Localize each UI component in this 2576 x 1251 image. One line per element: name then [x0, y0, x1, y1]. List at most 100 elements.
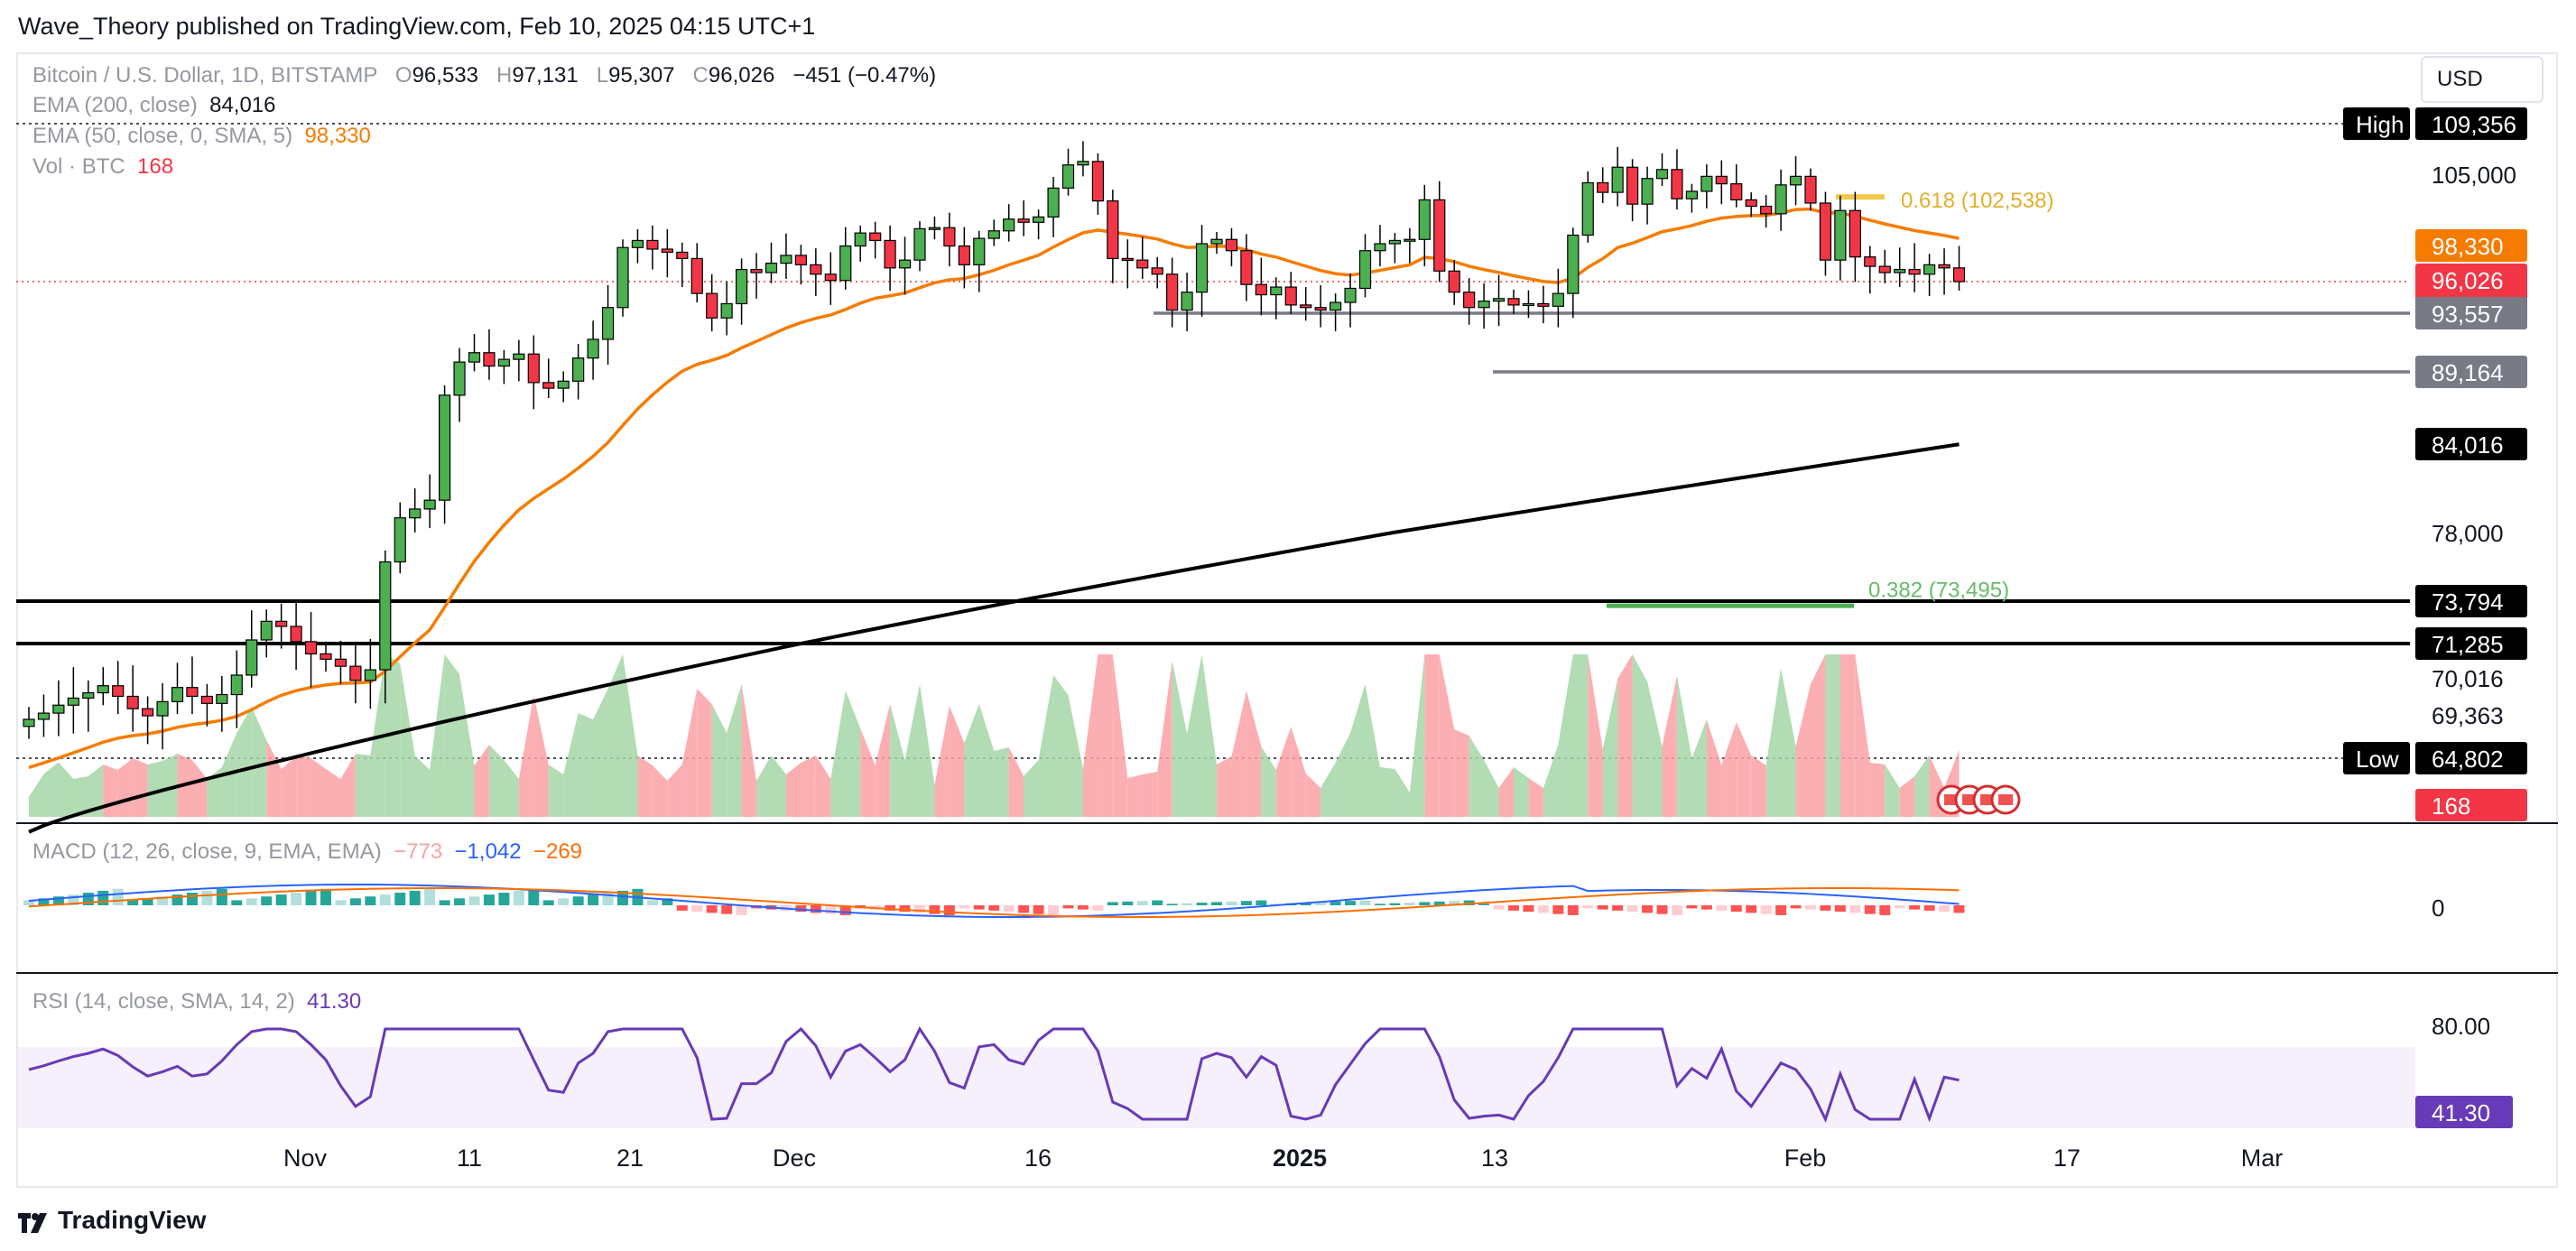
volume-area-93 — [1395, 769, 1410, 817]
volume-area-63 — [949, 706, 965, 817]
macd-hist-bar-126 — [1894, 905, 1905, 909]
macd-hist-bar-83 — [1256, 900, 1267, 905]
volume-area-94 — [1409, 654, 1425, 817]
legend-volume-row[interactable]: Vol · BTC 168 — [32, 154, 173, 180]
volume-area-66 — [994, 747, 1009, 817]
rsi-value: 41.30 — [307, 989, 362, 1014]
volume-area-65 — [978, 704, 995, 817]
volume-area-95 — [1424, 654, 1440, 817]
volume-area-46 — [697, 689, 712, 817]
volume-area-48 — [727, 684, 742, 817]
price-axis-tick-0: 105,000 — [2432, 162, 2516, 189]
candle-body-13 — [216, 693, 228, 704]
volume-area-54 — [815, 755, 831, 817]
price-label-value-3: 93,557 — [2432, 301, 2504, 328]
macd-hist-bar-36 — [558, 898, 570, 905]
candle-body-117 — [1760, 205, 1773, 215]
candle-body-45 — [690, 257, 703, 294]
macd-hist-bar-48 — [736, 905, 747, 915]
volume-area-83 — [1246, 690, 1262, 817]
candle-body-128 — [1923, 264, 1936, 275]
volume-area-39 — [593, 689, 608, 817]
macd-hist-bar-92 — [1389, 903, 1401, 905]
candle-body-14 — [230, 674, 243, 696]
candle-body-11 — [186, 687, 199, 698]
volume-area-100 — [1498, 767, 1514, 817]
candle-body-34 — [527, 353, 540, 384]
volume-area-58 — [875, 704, 891, 817]
volume-area-74 — [1112, 654, 1128, 817]
candle-body-51 — [780, 255, 792, 264]
candle-body-74 — [1121, 257, 1134, 262]
price-change: −451 (−0.47%) — [792, 63, 937, 88]
volume-area-27 — [414, 755, 431, 817]
candle-body-116 — [1745, 199, 1757, 208]
event-flag-body-3 — [1998, 794, 2013, 805]
time-axis-tick-4: 16 — [1024, 1144, 1052, 1172]
macd-hist-bar-90 — [1359, 900, 1371, 905]
candle-body-64 — [973, 237, 986, 265]
volume-area-45 — [681, 689, 698, 817]
volume-label: Vol · BTC — [32, 154, 125, 179]
candle-body-32 — [497, 358, 511, 367]
macd-hist-bar-23 — [365, 896, 376, 905]
candle-body-98 — [1478, 301, 1490, 309]
candle-body-111 — [1671, 169, 1683, 199]
candle-body-5 — [97, 685, 109, 694]
price-label-tag-box-8 — [2343, 742, 2410, 774]
volume-area-126 — [1885, 764, 1900, 817]
currency-selector[interactable]: USD — [2421, 56, 2544, 103]
candle-body-121 — [1819, 202, 1832, 261]
macd-hist-bar-68 — [1033, 905, 1044, 914]
ema200-value: 84,016 — [209, 93, 276, 117]
volume-area-61 — [920, 684, 935, 817]
macd-hist-bar-129 — [1939, 905, 1951, 913]
legend-symbol-row: Bitcoin / U.S. Dollar, 1D, BITSTAMP O96,… — [32, 63, 936, 88]
symbol-name[interactable]: Bitcoin / U.S. Dollar, 1D, BITSTAMP — [32, 63, 377, 88]
price-label-box-9 — [2415, 789, 2527, 821]
macd-signal-line — [28, 887, 1960, 919]
chart-frame — [16, 52, 2558, 1188]
tradingview-logo[interactable]: TradingView — [18, 1206, 206, 1235]
legend-ema50-row[interactable]: EMA (50, close, 0, SMA, 5) 98,330 — [32, 124, 371, 149]
time-axis-tick-8: 17 — [2053, 1144, 2080, 1172]
event-flag-icon-3 — [1990, 784, 2021, 815]
macd-hist-bar-99 — [1493, 905, 1505, 910]
volume-area-64 — [964, 704, 979, 817]
macd-hist-bar-45 — [691, 905, 703, 913]
candle-body-67 — [1017, 218, 1030, 223]
volume-area-123 — [1839, 654, 1856, 817]
macd-hist-bar-115 — [1730, 905, 1742, 913]
volume-area-113 — [1691, 719, 1707, 817]
candle-body-46 — [706, 292, 718, 319]
macd-hist-bar-76 — [1152, 900, 1163, 905]
volume-area-44 — [667, 764, 682, 817]
candle-body-107 — [1611, 166, 1624, 193]
candle-body-66 — [1003, 218, 1015, 232]
ema50-line — [28, 207, 1960, 769]
price-axis-tick-1: 78,000 — [2432, 520, 2504, 547]
macd-hist-bar-72 — [1092, 905, 1104, 911]
macd-hist-bar-73 — [1107, 902, 1118, 905]
volume-area-96 — [1439, 654, 1455, 817]
candle-body-6 — [112, 685, 125, 698]
legend-macd-row[interactable]: MACD (12, 26, close, 9, EMA, EMA) −773 −… — [32, 839, 582, 865]
macd-hist-bar-59 — [899, 905, 911, 913]
volume-area-15 — [236, 707, 252, 817]
volume-area-2 — [43, 762, 59, 817]
rsi-value-label: 41.30 — [2432, 1099, 2490, 1126]
candle-body-77 — [1166, 273, 1179, 311]
legend-ema200-row[interactable]: EMA (200, close) 84,016 — [32, 93, 276, 118]
candle-body-62 — [943, 227, 956, 247]
rsi-label: RSI (14, close, SMA, 14, 2) — [32, 989, 295, 1014]
macd-hist-bar-55 — [839, 905, 851, 915]
legend-rsi-row[interactable]: RSI (14, close, SMA, 14, 2) 41.30 — [32, 989, 361, 1015]
fib-level-0382-line — [1607, 603, 1854, 608]
volume-area-92 — [1379, 767, 1395, 817]
price-label-value-8: 64,802 — [2432, 746, 2504, 773]
macd-hist-bar-30 — [468, 896, 480, 905]
macd-hist-bar-31 — [483, 894, 495, 905]
price-label-box-3 — [2415, 297, 2527, 329]
macd-hist-bar-101 — [1523, 905, 1534, 913]
